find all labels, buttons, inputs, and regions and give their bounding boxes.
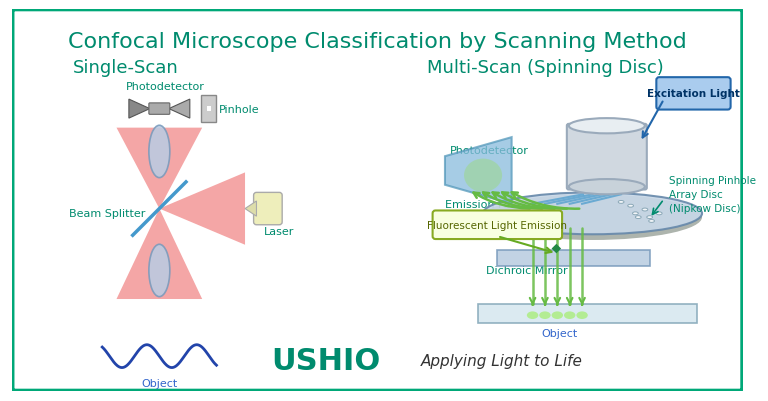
- Ellipse shape: [633, 213, 638, 215]
- Text: Photodetector: Photodetector: [450, 145, 528, 155]
- Polygon shape: [169, 100, 190, 119]
- Polygon shape: [498, 251, 650, 266]
- Text: Excitation Light: Excitation Light: [647, 89, 740, 99]
- Bar: [207, 107, 210, 112]
- Ellipse shape: [627, 205, 634, 208]
- Text: Object: Object: [541, 328, 578, 338]
- Text: USHIO: USHIO: [271, 346, 381, 375]
- Polygon shape: [117, 128, 202, 209]
- Text: Photodetector: Photodetector: [126, 82, 205, 92]
- Polygon shape: [551, 244, 561, 254]
- FancyBboxPatch shape: [13, 10, 742, 391]
- Bar: [201, 96, 217, 123]
- Ellipse shape: [149, 245, 170, 297]
- Ellipse shape: [569, 119, 645, 134]
- Polygon shape: [159, 173, 245, 245]
- Text: Confocal Microscope Classification by Scanning Method: Confocal Microscope Classification by Sc…: [68, 32, 687, 53]
- FancyBboxPatch shape: [149, 103, 170, 115]
- FancyBboxPatch shape: [432, 211, 562, 239]
- Text: Laser: Laser: [264, 226, 294, 236]
- Ellipse shape: [564, 312, 575, 319]
- Text: Pinhole: Pinhole: [218, 104, 259, 114]
- Ellipse shape: [483, 195, 702, 240]
- Polygon shape: [478, 304, 697, 323]
- Polygon shape: [129, 100, 150, 119]
- Ellipse shape: [576, 312, 588, 319]
- Ellipse shape: [569, 180, 645, 195]
- Ellipse shape: [635, 216, 641, 219]
- Text: Beam Splitter: Beam Splitter: [69, 209, 145, 219]
- FancyBboxPatch shape: [253, 193, 282, 225]
- Ellipse shape: [464, 159, 502, 192]
- FancyBboxPatch shape: [567, 125, 647, 190]
- Ellipse shape: [149, 126, 170, 178]
- Text: Fluorescent Light Emission: Fluorescent Light Emission: [427, 220, 568, 230]
- Ellipse shape: [642, 209, 647, 211]
- Text: Object: Object: [141, 378, 177, 388]
- Ellipse shape: [649, 220, 654, 223]
- Text: Applying Light to Life: Applying Light to Life: [421, 354, 583, 369]
- Ellipse shape: [657, 213, 662, 215]
- Polygon shape: [117, 209, 202, 299]
- Text: Dichroic Mirror: Dichroic Mirror: [486, 266, 568, 276]
- Ellipse shape: [527, 312, 538, 319]
- Ellipse shape: [551, 312, 563, 319]
- Polygon shape: [245, 201, 257, 217]
- Ellipse shape: [539, 312, 551, 319]
- Text: Single-Scan: Single-Scan: [73, 59, 179, 77]
- Ellipse shape: [618, 201, 624, 204]
- FancyBboxPatch shape: [657, 78, 730, 110]
- Polygon shape: [445, 138, 511, 204]
- Ellipse shape: [647, 216, 653, 219]
- Text: Emission Filter: Emission Filter: [445, 199, 526, 209]
- Ellipse shape: [483, 193, 702, 235]
- Text: Spinning Pinhole
Array Disc
(Nipkow Disc): Spinning Pinhole Array Disc (Nipkow Disc…: [669, 176, 756, 214]
- Text: Multi-Scan (Spinning Disc): Multi-Scan (Spinning Disc): [426, 59, 664, 77]
